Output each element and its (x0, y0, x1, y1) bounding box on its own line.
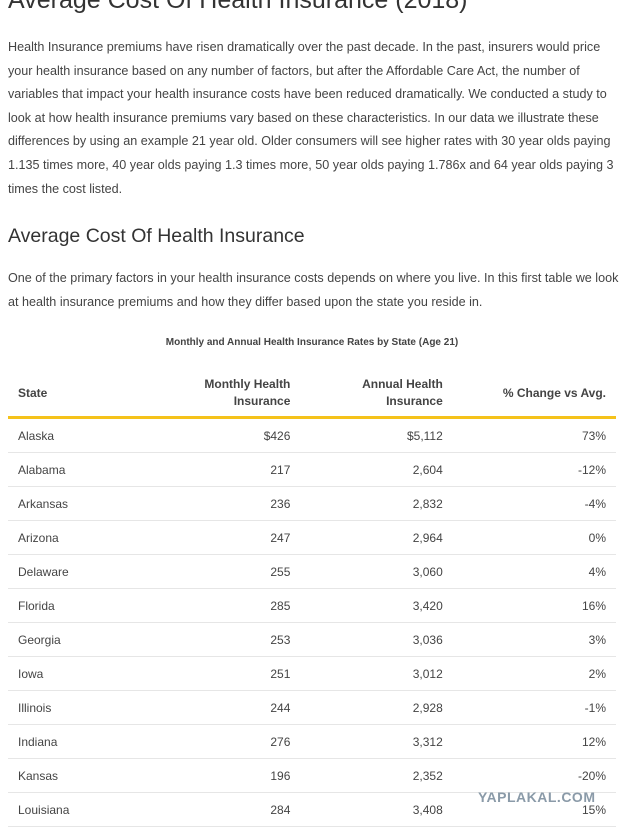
table-row: Arkansas 236 2,832 -4% (8, 486, 616, 521)
table-cell: 251 (148, 656, 301, 691)
table-row: Kansas 196 2,352 -20% (8, 758, 616, 793)
table-cell: 3,312 (300, 724, 453, 759)
table-cell: 2% (452, 656, 616, 691)
table-cell: -20% (452, 758, 616, 793)
table-row: Illinois 244 2,928 -1% (8, 690, 616, 725)
table-row: Arizona 247 2,964 0% (8, 520, 616, 555)
table-cell: 16% (452, 588, 616, 623)
table-cell: -1% (452, 690, 616, 725)
column-header: State (8, 370, 148, 419)
table-cell: Delaware (8, 554, 148, 589)
table-cell: Kansas (8, 758, 148, 793)
table-cell: 73% (452, 417, 616, 453)
table-cell: 236 (148, 486, 301, 521)
table-cell: 3,408 (300, 792, 453, 827)
column-header: % Change vs Avg. (452, 370, 616, 419)
table-cell: Indiana (8, 724, 148, 759)
table-row: Florida 285 3,420 16% (8, 588, 616, 623)
table-cell: Iowa (8, 656, 148, 691)
table-cell: $426 (148, 417, 301, 453)
table-cell: 284 (148, 792, 301, 827)
table-row: Alabama 217 2,604 -12% (8, 452, 616, 487)
table-cell: 15% (452, 792, 616, 827)
header-row: State Monthly Health Insurance Annual Heal… (8, 370, 616, 419)
table-cell: 217 (148, 452, 301, 487)
section-heading: Average Cost Of Health Insurance (8, 225, 305, 247)
table-cell: 3% (452, 622, 616, 657)
table-cell: 2,832 (300, 486, 453, 521)
table-cell: 2,604 (300, 452, 453, 487)
table-cell: 3,420 (300, 588, 453, 623)
table-cell: 276 (148, 724, 301, 759)
section-text: One of the primary factors in your healt… (8, 271, 619, 309)
table-row: Georgia 253 3,036 3% (8, 622, 616, 657)
intro-text: Health Insurance premiums have risen dra… (8, 40, 614, 196)
table-cell: 2,352 (300, 758, 453, 793)
table-cell: 3,012 (300, 656, 453, 691)
table-cell: 12% (452, 724, 616, 759)
table-cell: Florida (8, 588, 148, 623)
table-cell: 285 (148, 588, 301, 623)
table-body: Alaska $426 $5,112 73% Alabama 217 2,604 -12% Ar… (8, 417, 616, 827)
table-cell: 3,060 (300, 554, 453, 589)
watermark: YAPLAKAL.COM (478, 789, 596, 805)
table-cell: Georgia (8, 622, 148, 657)
table-cell: 255 (148, 554, 301, 589)
table-cell: 3,036 (300, 622, 453, 657)
table-caption: Monthly and Annual Health Insurance Rate… (165, 337, 459, 348)
table-row: Indiana 276 3,312 12% (8, 724, 616, 759)
column-header-text: Annual Health Insurance (362, 377, 443, 408)
table-row: Louisiana 284 3,408 15% (8, 792, 616, 827)
table-cell: Arkansas (8, 486, 148, 521)
table-row: Alaska $426 $5,112 73% (8, 417, 616, 453)
table-row: Iowa 251 3,012 2% (8, 656, 616, 691)
table-cell: 253 (148, 622, 301, 657)
column-header: Annual Health Insurance (300, 370, 453, 419)
table-cell: -4% (452, 486, 616, 521)
table-cell: Alabama (8, 452, 148, 487)
table-cell: -12% (452, 452, 616, 487)
table-cell: Arizona (8, 520, 148, 555)
table-cell: 196 (148, 758, 301, 793)
column-header: Monthly Health Insurance (148, 370, 301, 419)
rates-table: State Monthly Health Insurance Annual Heal… (8, 370, 616, 827)
table-cell: $5,112 (300, 417, 453, 453)
table-cell: Alaska (8, 417, 148, 453)
table-cell: 247 (148, 520, 301, 555)
column-header-text: Monthly Health Insurance (204, 377, 291, 408)
table-row: Delaware 255 3,060 4% (8, 554, 616, 589)
table-cell: 2,964 (300, 520, 453, 555)
table-cell: 2,928 (300, 690, 453, 725)
table-cell: 4% (452, 554, 616, 589)
table-cell: 0% (452, 520, 616, 555)
page-title: Average Cost Of Health Insurance (2018) (8, 0, 468, 14)
table-cell: 244 (148, 690, 301, 725)
table-cell: Illinois (8, 690, 148, 725)
table-cell: Louisiana (8, 792, 148, 827)
